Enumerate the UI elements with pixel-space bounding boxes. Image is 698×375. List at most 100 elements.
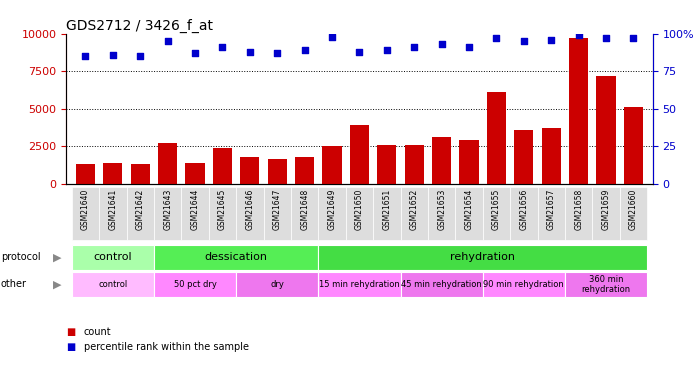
Bar [483,187,510,240]
Bar [318,245,647,270]
Bar [318,272,401,297]
Text: GSM21660: GSM21660 [629,189,638,230]
Text: GSM21652: GSM21652 [410,189,419,230]
Text: GSM21646: GSM21646 [246,189,254,230]
Text: 50 pct dry: 50 pct dry [174,280,216,289]
Text: GSM21651: GSM21651 [383,189,392,230]
Bar [405,145,424,184]
Bar [624,107,643,184]
Point [519,38,530,44]
Bar [487,92,506,184]
Point [217,44,228,50]
Text: 360 min
rehydration: 360 min rehydration [581,275,630,294]
Bar [209,187,236,240]
Text: GSM21654: GSM21654 [465,189,473,230]
Bar [72,245,154,270]
Bar [373,187,401,240]
Bar [565,187,593,240]
Bar [514,130,533,184]
Bar [459,140,479,184]
Point [107,52,119,58]
Text: rehydration: rehydration [450,252,515,262]
Text: ▶: ▶ [53,252,61,262]
Point [628,35,639,41]
Bar [264,187,291,240]
Point [463,44,475,50]
Point [546,37,557,43]
Text: GSM21650: GSM21650 [355,189,364,230]
Bar [213,148,232,184]
Bar [378,146,396,184]
Bar [295,157,314,184]
Bar [350,125,369,184]
Text: 90 min rehydration: 90 min rehydration [484,280,564,289]
Point [189,50,200,56]
Point [162,38,173,44]
Text: control: control [94,252,132,262]
Bar [103,164,122,184]
Bar [593,187,620,240]
Text: GDS2712 / 3426_f_at: GDS2712 / 3426_f_at [66,19,214,33]
Bar [322,146,341,184]
Bar [236,187,264,240]
Bar [542,128,561,184]
Bar [537,187,565,240]
Point [354,49,365,55]
Point [436,41,447,47]
Bar [181,187,209,240]
Bar [154,272,236,297]
Text: percentile rank within the sample: percentile rank within the sample [84,342,248,352]
Text: ■: ■ [66,342,75,352]
Point [135,53,146,59]
Point [491,35,502,41]
Bar [291,187,318,240]
Text: GSM21653: GSM21653 [437,189,446,230]
Text: dry: dry [270,280,284,289]
Bar [158,143,177,184]
Text: GSM21640: GSM21640 [81,189,90,230]
Text: ■: ■ [66,327,75,337]
Text: GSM21645: GSM21645 [218,189,227,230]
Point [299,47,310,53]
Point [244,49,255,55]
Bar [597,76,616,184]
Bar [620,187,647,240]
Text: 45 min rehydration: 45 min rehydration [401,280,482,289]
Bar [510,187,537,240]
Text: control: control [98,280,128,289]
Text: protocol: protocol [1,252,40,262]
Bar [240,157,260,184]
Point [381,47,392,53]
Bar [72,272,154,297]
Text: GSM21647: GSM21647 [273,189,282,230]
Bar [154,245,318,270]
Bar [154,187,181,240]
Point [600,35,611,41]
Bar [432,137,451,184]
Text: GSM21656: GSM21656 [519,189,528,230]
Bar [455,187,483,240]
Text: GSM21658: GSM21658 [574,189,583,230]
Bar [186,164,205,184]
Text: other: other [1,279,27,290]
Text: GSM21643: GSM21643 [163,189,172,230]
Text: GSM21641: GSM21641 [108,189,117,230]
Bar [346,187,373,240]
Point [80,53,91,59]
Bar [401,187,428,240]
Bar [99,187,126,240]
Point [573,32,584,38]
Point [272,50,283,56]
Bar [268,159,287,184]
Bar [131,164,150,184]
Text: GSM21644: GSM21644 [191,189,200,230]
Bar [569,38,588,184]
Text: GSM21655: GSM21655 [492,189,501,230]
Text: ▶: ▶ [53,279,61,290]
Text: dessication: dessication [205,252,267,262]
Text: 15 min rehydration: 15 min rehydration [319,280,400,289]
Bar [483,272,565,297]
Bar [318,187,346,240]
Bar [401,272,483,297]
Bar [126,187,154,240]
